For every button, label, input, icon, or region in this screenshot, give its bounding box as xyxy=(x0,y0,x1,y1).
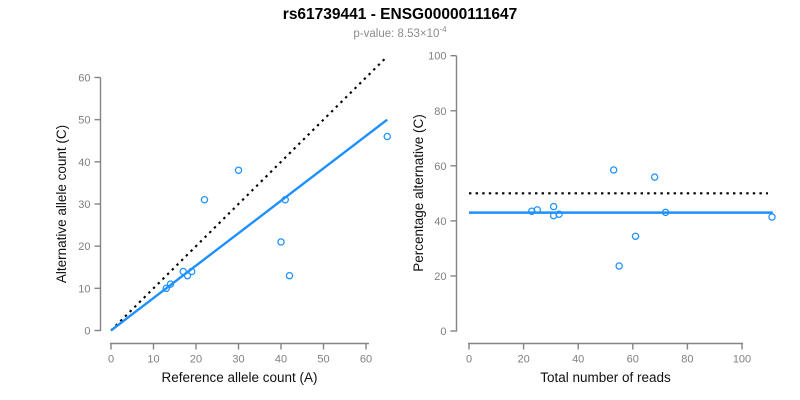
left-data-point xyxy=(162,284,170,293)
right-data-point xyxy=(661,208,670,217)
right-x-axis-title: Total number of reads xyxy=(540,370,671,385)
right-x-tick-label: 0 xyxy=(466,354,472,366)
right-data-point xyxy=(615,262,623,270)
p-value-label: p-value: 8.53×10-4 xyxy=(0,25,800,40)
plot-title: rs61739441 - ENSG00000111647 xyxy=(282,6,518,23)
identity-line xyxy=(110,55,388,332)
right-x-tick-label: 40 xyxy=(572,354,584,366)
left-data-point xyxy=(188,267,196,276)
right-y-tick-label: 40 xyxy=(434,216,446,228)
left-y-axis-title: Alternative allele count (C) xyxy=(54,125,69,283)
right-data-point xyxy=(533,206,541,214)
right-x-tick-label: 20 xyxy=(517,354,529,366)
left-y-tick-label: 20 xyxy=(78,241,90,253)
right-data-point xyxy=(650,173,659,181)
right-x-tick-label: 80 xyxy=(681,354,693,366)
left-y-tick-label: 0 xyxy=(84,326,90,338)
right-y-axis-title: Percentage alternative (C) xyxy=(411,114,426,272)
right-data-point xyxy=(768,213,776,221)
p-value-exponent: -4 xyxy=(439,25,447,34)
left-data-point xyxy=(166,280,175,288)
right-data-point xyxy=(555,210,563,218)
left-data-point xyxy=(200,196,209,204)
right-y-tick-label: 60 xyxy=(434,161,446,173)
p-value-prefix: p-value: xyxy=(353,27,398,40)
right-y-tick-label: 80 xyxy=(434,106,446,118)
left-y-tick-label: 10 xyxy=(78,283,90,295)
left-y-tick-label: 60 xyxy=(78,72,90,84)
left-x-tick-label: 40 xyxy=(275,354,287,366)
left-x-axis-title: Reference allele count (A) xyxy=(161,370,317,385)
left-data-point xyxy=(179,267,187,276)
left-x-tick-label: 20 xyxy=(190,354,202,366)
left-data-point xyxy=(234,166,243,174)
left-x-tick-label: 30 xyxy=(232,354,244,366)
p-value-mantissa: 8.53 xyxy=(397,27,420,40)
right-data-point xyxy=(631,232,640,241)
p-value-base: ×10 xyxy=(419,27,440,40)
left-data-point xyxy=(281,196,289,204)
right-y-tick-label: 0 xyxy=(440,326,446,338)
left-x-tick-label: 50 xyxy=(317,354,329,366)
left-data-point xyxy=(285,271,294,280)
left-x-tick-label: 10 xyxy=(147,354,159,366)
right-data-point xyxy=(609,166,618,174)
fit-line xyxy=(110,118,388,332)
left-data-point xyxy=(183,271,192,280)
left-x-tick-label: 60 xyxy=(360,354,372,366)
right-x-tick-label: 60 xyxy=(627,354,639,366)
right-data-point xyxy=(549,202,558,211)
right-x-tick-label: 100 xyxy=(733,354,751,366)
left-y-tick-label: 50 xyxy=(78,115,90,127)
right-y-tick-label: 20 xyxy=(434,271,446,283)
left-data-point xyxy=(277,238,285,246)
right-y-tick-label: 100 xyxy=(428,51,446,63)
left-data-point xyxy=(383,132,391,141)
left-y-tick-label: 40 xyxy=(78,157,90,169)
left-x-tick-label: 0 xyxy=(108,354,114,366)
left-y-tick-label: 30 xyxy=(78,199,90,211)
